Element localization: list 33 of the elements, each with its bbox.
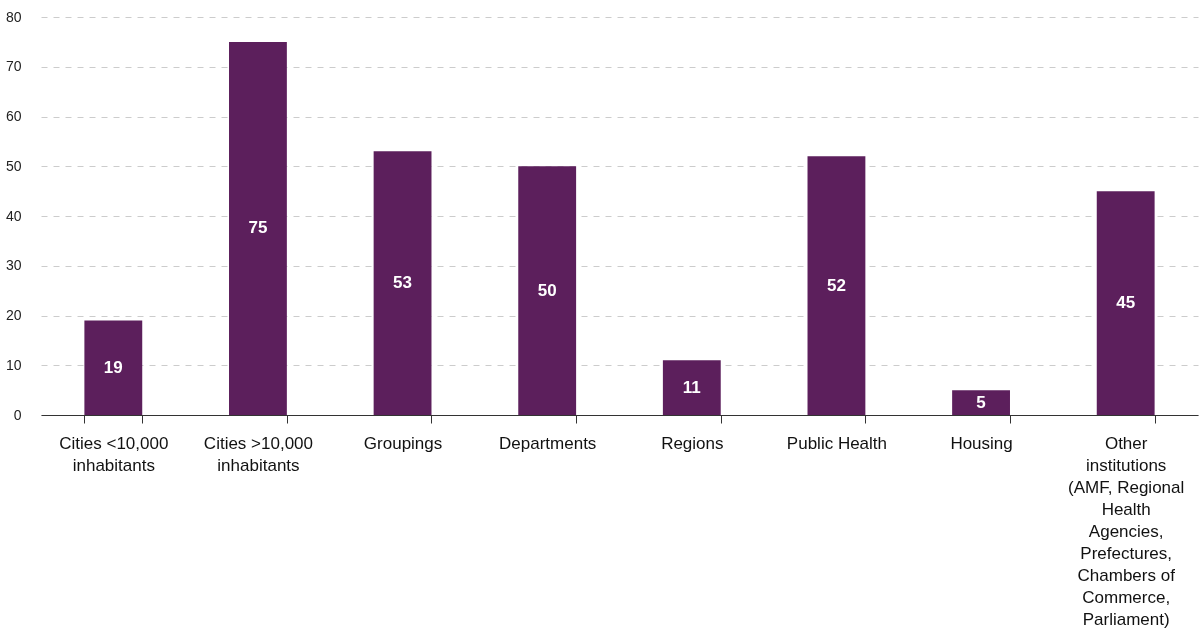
bar	[373, 151, 432, 415]
data-label: 45	[1116, 293, 1136, 313]
x-tick-label: Housing	[950, 433, 1013, 453]
y-tick-label: 70	[5, 58, 22, 75]
data-label: 75	[248, 218, 268, 238]
bar	[662, 360, 721, 415]
x-tick-label: Public Health	[786, 433, 888, 453]
y-tick-label: 40	[5, 207, 22, 224]
x-tick-label: Cities >10,000 inhabitants	[203, 433, 314, 475]
bar	[807, 156, 866, 415]
data-label: 19	[103, 357, 123, 377]
data-label: 5	[976, 392, 986, 412]
x-tick-label: Departments	[499, 433, 597, 453]
y-tick-label: 80	[5, 8, 22, 25]
y-tick-label: 60	[5, 108, 22, 124]
x-tick-label: Groupings	[363, 433, 443, 453]
bar	[84, 320, 143, 415]
y-tick-label: 0	[13, 406, 22, 423]
x-tick-label: Cities <10,000 inhabitants	[59, 433, 169, 475]
y-tick-label: 30	[5, 257, 22, 274]
category-label: Other institutions (AMF, Regional Health Agencies, Prefectures, Chambers of Commerce, Parliament)	[1068, 433, 1185, 629]
y-tick-label: 10	[5, 356, 22, 373]
bar	[1096, 191, 1155, 415]
data-label: 50	[537, 280, 557, 300]
y-tick-label: 50	[5, 157, 22, 174]
x-tick-label: Regions	[661, 433, 724, 453]
y-tick-label: 20	[5, 307, 22, 323]
data-label: 53	[393, 273, 413, 293]
data-label: 52	[826, 275, 846, 295]
bar	[518, 166, 577, 415]
data-label: 11	[682, 377, 701, 397]
bar	[952, 390, 1010, 415]
bar	[229, 41, 287, 415]
